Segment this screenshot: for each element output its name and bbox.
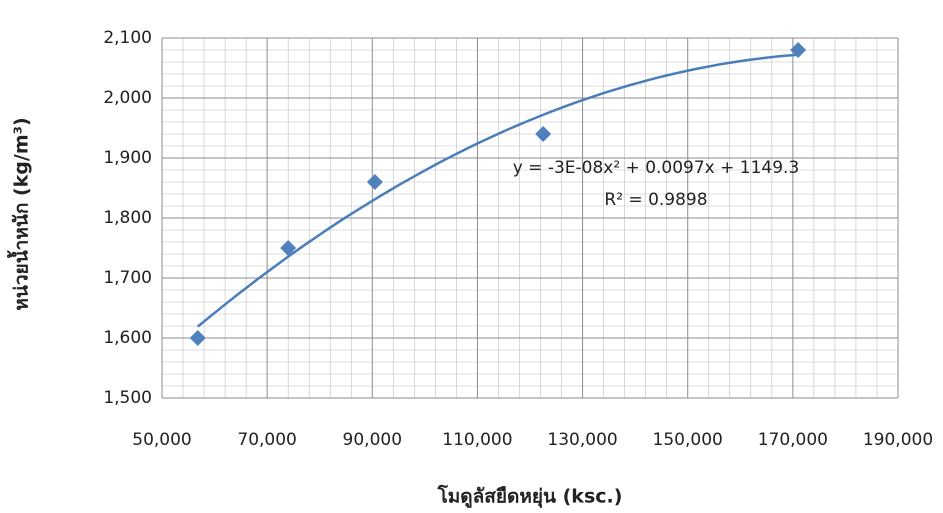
x-tick-label: 150,000 xyxy=(653,430,723,450)
grid xyxy=(162,38,898,398)
x-tick-label: 110,000 xyxy=(442,430,512,450)
chart: โมดูลัสยืดหยุ่น (ksc.) หน่วยน้ำหนัก (kg/… xyxy=(0,0,943,513)
point xyxy=(367,174,383,190)
trendline xyxy=(198,55,798,327)
equation: y = -3E-08x² + 0.0097x + 1149.3 xyxy=(513,158,800,178)
x-tick-label: 190,000 xyxy=(863,430,933,450)
x-tick-label: 90,000 xyxy=(343,430,402,450)
x-tick-label: 130,000 xyxy=(547,430,617,450)
y-tick-label: 1,500 xyxy=(103,388,152,408)
y-tick-label: 1,800 xyxy=(103,208,152,228)
y-tick-label: 1,600 xyxy=(103,328,152,348)
x-axis-title: โมดูลัสยืดหยุ่น (ksc.) xyxy=(437,485,623,509)
x-tick-label: 70,000 xyxy=(237,430,296,450)
y-tick-label: 2,000 xyxy=(103,88,152,108)
y-axis-title: หน่วยน้ำหนัก (kg/m³) xyxy=(7,117,33,310)
y-tick-label: 1,900 xyxy=(103,148,152,168)
y-tick-label: 2,100 xyxy=(103,28,152,48)
x-tick-label: 170,000 xyxy=(758,430,828,450)
point xyxy=(190,330,206,346)
r-squared: R² = 0.9898 xyxy=(604,190,707,210)
point xyxy=(535,126,551,142)
x-tick-label: 50,000 xyxy=(132,430,191,450)
y-tick-label: 1,700 xyxy=(103,268,152,288)
